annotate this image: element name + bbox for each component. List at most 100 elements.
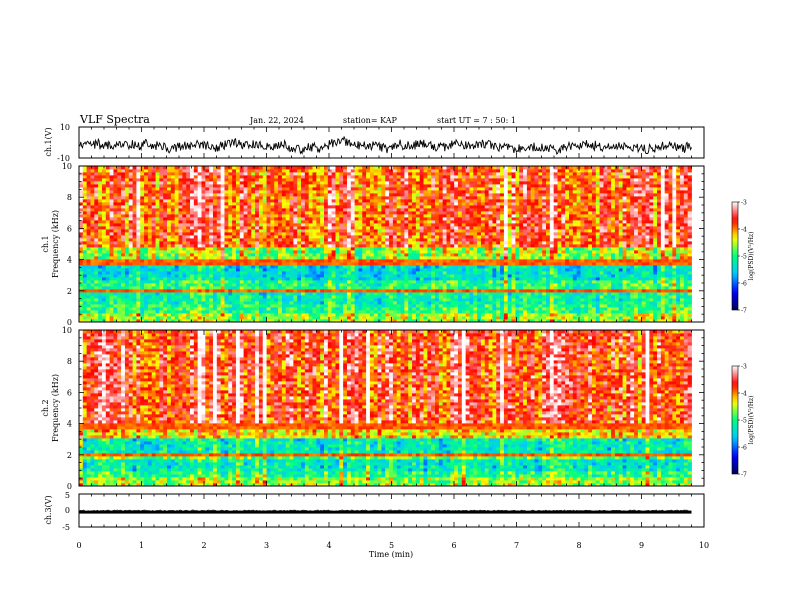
ch1-spectrogram-cell (86, 244, 91, 248)
ch1-spectrogram-cell (427, 247, 432, 251)
ch1-spectrogram-cell (404, 274, 409, 278)
ch1-spectrogram-cell (404, 181, 409, 185)
ch1-spectrogram-cell (385, 205, 390, 209)
ch1-spectrogram-cell (324, 211, 329, 215)
ch1-spectrogram-cell (435, 214, 440, 218)
ch1-spectrogram-cell (419, 220, 424, 224)
ch1-spectrogram-cell (381, 214, 386, 218)
ch1-spectrogram-cell (389, 184, 394, 188)
ch1-spectrogram-cell (381, 265, 386, 269)
ch1-spectrogram-cell (228, 235, 233, 239)
ch1-spectrogram-cell (362, 250, 367, 254)
ch1-spectrogram-cell (159, 166, 164, 170)
ch1-spectrogram-cell (151, 190, 156, 194)
ch1-spectrogram-cell (358, 244, 363, 248)
ch1-spectrogram-cell (339, 199, 344, 203)
ch1-spectrogram-cell (266, 310, 271, 314)
ch1-spectrogram-cell (385, 289, 390, 293)
ch1-spectrogram-cell (128, 307, 133, 311)
ch1-spectrogram-cell (396, 259, 401, 263)
ch1-spectrogram-cell (346, 274, 352, 278)
ch1-spectrogram-cell (278, 190, 283, 194)
ch1-spectrogram-cell (304, 268, 310, 272)
ch1-spectrogram-cell (197, 223, 202, 227)
ch1-spectrogram-cell (239, 295, 245, 299)
ch1-spectrogram-cell (266, 265, 271, 269)
ch1-spectrogram-cell (170, 310, 176, 314)
ch1-spectrogram-cell (400, 196, 405, 200)
ch1-spectrogram-cell (335, 295, 340, 299)
ch1-spectrogram-cell (266, 211, 271, 215)
ch1-spectrogram-cell (147, 262, 153, 266)
ch1-spectrogram-cell (335, 187, 340, 191)
ch1-spectrogram-cell (362, 274, 367, 278)
ch1-spectrogram-cell (82, 289, 88, 293)
ch1-spectrogram-cell (235, 172, 241, 176)
ch1-spectrogram-cell (423, 280, 428, 284)
ch1-spectrogram-cell (239, 193, 245, 197)
ch1-spectrogram-cell (224, 268, 229, 272)
ch1-spectrogram-cell (331, 169, 336, 173)
ch1-spectrogram-cell (435, 226, 440, 230)
ch1-spectrogram-cell (339, 187, 344, 191)
ch1-spectrogram-cell (243, 295, 248, 299)
ch1-spectrogram-cell (239, 277, 245, 281)
ch1-spectrogram-cell (308, 292, 313, 296)
ch1-spectrogram-cell (289, 241, 294, 245)
ch1-spectrogram-cell (262, 247, 267, 251)
ch1-spectrogram-cell (101, 247, 107, 251)
ch1-spectrogram-cell (190, 229, 195, 233)
ch1-spectrogram-cell (392, 217, 398, 221)
ch1-spectrogram-cell (197, 235, 202, 239)
ch1-spectrogram-cell (362, 223, 367, 227)
ch1-spectrogram-cell (209, 316, 214, 320)
ch1-spectrogram-cell (216, 310, 222, 314)
ch1-spectrogram-cell (220, 256, 225, 260)
ch1-spectrogram-cell (377, 172, 382, 176)
ch1-spectrogram-cell (155, 223, 160, 227)
ch1-spectrogram-cell (182, 262, 187, 266)
ch1-spectrogram-cell (193, 304, 199, 308)
ch1-spectrogram-cell (94, 241, 99, 245)
ch1-spectrogram-cell (396, 253, 401, 257)
ch1-spectrogram-cell (381, 313, 386, 317)
ch1-spectrogram-cell (159, 250, 164, 254)
ch1-spectrogram-cell (385, 166, 390, 170)
ch1-spectrogram-cell (339, 196, 344, 200)
ch1-spectrogram-cell (159, 175, 164, 179)
ch1-spectrogram-cell (301, 301, 306, 305)
ch1-spectrogram-cell (419, 316, 424, 320)
ch1-spectrogram-cell (216, 187, 222, 191)
ch1-spectrogram-cell (113, 292, 118, 296)
ch1-spectrogram-cell (377, 175, 382, 179)
ch1-spectrogram-cell (228, 232, 233, 236)
ch1-spectrogram-cell (163, 316, 168, 320)
ch1-spectrogram-cell (113, 280, 118, 284)
ch1-spectrogram-cell (159, 271, 164, 275)
ch1-spectrogram-cell (339, 229, 344, 233)
ch1-spectrogram-cell (262, 265, 267, 269)
ch1-spectrogram-cell (415, 313, 421, 317)
ch1-spectrogram-cell (255, 205, 260, 209)
ch1-spectrogram-cell (278, 181, 283, 185)
ch1-spectrogram-cell (278, 304, 283, 308)
ch1-spectrogram-cell (212, 298, 218, 302)
ch1-spectrogram-cell (228, 319, 233, 323)
ch1-spectrogram-cell (304, 298, 310, 302)
ch1-spectrogram-cell (366, 316, 371, 320)
ch1-spectrogram-cell (431, 193, 436, 197)
ch1-spectrogram-cell (140, 304, 145, 308)
ch1-spectrogram-cell (167, 307, 172, 311)
ch1-spectrogram-cell (243, 289, 248, 293)
ch1-spectrogram-cell (320, 310, 325, 314)
ch1-spectrogram-cell (297, 265, 302, 269)
ch1-spectrogram-cell (255, 262, 260, 266)
ch1-spectrogram-cell (86, 184, 91, 188)
ch1-spectrogram-cell (79, 220, 84, 224)
ch1-spectrogram-cell (266, 250, 271, 254)
ch1-spectrogram-cell (297, 223, 302, 227)
ch1-spectrogram-cell (400, 277, 405, 281)
ch1-spectrogram-cell (193, 196, 199, 200)
ch1-spectrogram-cell (132, 229, 137, 233)
ch1-spectrogram-cell (354, 283, 359, 287)
